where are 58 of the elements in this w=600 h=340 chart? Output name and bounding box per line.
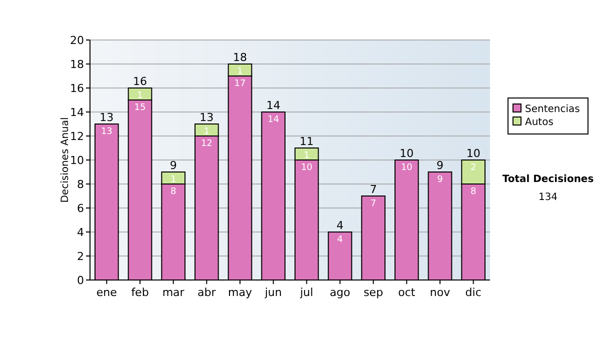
- y-tick-label: 6: [77, 202, 84, 215]
- x-tick-label: may: [228, 286, 252, 299]
- x-tick-label: sep: [364, 286, 384, 299]
- total-label: 9: [436, 159, 444, 172]
- y-tick-label: 8: [77, 178, 84, 191]
- data-label: 8: [470, 187, 476, 197]
- data-label: 14: [268, 115, 280, 125]
- x-tick-label: mar: [162, 286, 185, 299]
- legend-label: Autos: [525, 117, 554, 128]
- x-tick-label: nov: [430, 286, 451, 299]
- y-tick-label: 10: [70, 154, 84, 167]
- text: 134: [538, 192, 558, 203]
- data-label: 9: [437, 175, 444, 185]
- y-axis-title: Decisiones Anual: [60, 117, 71, 203]
- text: Total Decisiones: [502, 174, 594, 185]
- data-label: 4: [337, 235, 344, 245]
- y-tick-label: 18: [70, 58, 84, 71]
- data-label: 2: [470, 163, 476, 173]
- data-label: 1: [204, 127, 210, 137]
- data-label: 17: [234, 79, 246, 89]
- y-tick-label: 4: [77, 226, 84, 239]
- y-tick-label: 14: [70, 106, 84, 119]
- data-label: 13: [100, 127, 112, 137]
- total-label: 14: [266, 99, 280, 112]
- data-label: 8: [170, 187, 176, 197]
- x-tick-label: jun: [264, 286, 282, 299]
- total-label: 18: [233, 51, 247, 64]
- total-label: 10: [400, 147, 414, 160]
- data-label: 15: [134, 103, 146, 113]
- data-label: 10: [300, 163, 313, 173]
- data-label: 1: [137, 91, 143, 101]
- legend-label: Sentencias: [525, 104, 580, 115]
- data-label: 12: [200, 139, 212, 149]
- data-label: 7: [370, 199, 376, 209]
- x-tick-label: dic: [465, 286, 482, 299]
- x-tick-label: ago: [330, 286, 350, 299]
- data-label: 1: [237, 67, 243, 77]
- y-tick-label: 0: [77, 274, 84, 287]
- y-tick-label: 2: [77, 250, 84, 263]
- data-label: 1: [304, 151, 310, 161]
- y-tick-label: 12: [70, 130, 84, 143]
- x-tick-label: oct: [398, 286, 416, 299]
- total-label: 13: [200, 111, 214, 124]
- data-label: 10: [400, 163, 413, 173]
- total-label: 4: [336, 219, 344, 232]
- y-tick-label: 20: [70, 34, 84, 47]
- x-tick-label: feb: [131, 286, 149, 299]
- total-label: 16: [133, 75, 147, 88]
- total-label: 11: [300, 135, 314, 148]
- data-label: 1: [170, 175, 176, 185]
- x-tick-label: abr: [198, 286, 216, 299]
- x-tick-label: jul: [299, 286, 314, 299]
- total-label: 9: [170, 159, 177, 172]
- total-label: 13: [100, 111, 114, 124]
- total-label: 7: [370, 183, 377, 196]
- y-tick-label: 16: [70, 82, 84, 95]
- total-label: 10: [466, 147, 480, 160]
- x-tick-label: ene: [96, 286, 118, 299]
